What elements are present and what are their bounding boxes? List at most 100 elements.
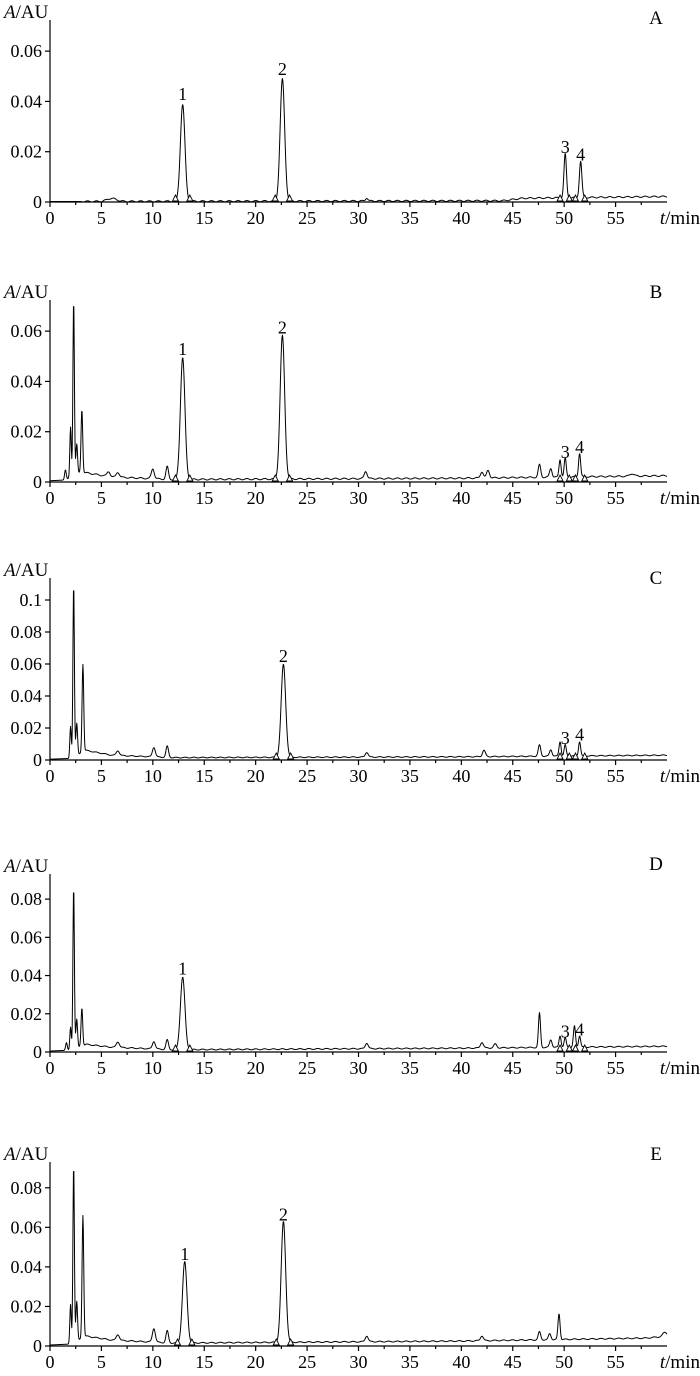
integration-marker [272, 1337, 280, 1346]
x-tick-label: 30 [350, 488, 368, 508]
x-tick-label: 0 [46, 488, 55, 508]
x-tick-label: 35 [401, 766, 419, 786]
x-axis-label-variable: t [660, 1058, 666, 1079]
x-tick-label: 30 [350, 1352, 368, 1372]
chromatogram-panel-c: 0 5 10 15 20 25 30 35 40 45 50 55 0 0.02 0.04 0.06 0.08 0… [2, 560, 700, 787]
integration-marker [565, 473, 574, 482]
x-tick-label: 40 [452, 488, 470, 508]
integration-marker [285, 473, 294, 482]
peak-label: 2 [278, 59, 287, 79]
integration-marker [571, 473, 580, 482]
y-axis-label-unit: /AU [16, 1144, 49, 1165]
panel-label: D [649, 854, 663, 875]
integration-marker [556, 193, 564, 202]
y-axis-label: A/AU [2, 282, 49, 303]
x-tick-label: 50 [555, 1058, 573, 1078]
peak-label: 2 [278, 318, 287, 338]
y-axis-label-unit: /AU [16, 856, 49, 877]
x-tick-label: 35 [401, 1058, 419, 1078]
y-axis-label: A/AU [2, 2, 49, 23]
x-axis-label-unit: /min [665, 488, 700, 509]
peak-label: 2 [279, 646, 288, 666]
x-axis-label-variable: t [660, 1352, 666, 1373]
x-tick-label: 5 [97, 208, 106, 228]
peak-label: 1 [178, 958, 187, 978]
x-tick-label: 5 [97, 1058, 106, 1078]
x-tick-label: 10 [144, 208, 162, 228]
y-tick-label: 0.08 [11, 622, 43, 642]
y-axis-label-variable: A [2, 560, 16, 581]
x-axis-label: t/min [660, 766, 700, 787]
y-axis-label: A/AU [2, 560, 49, 581]
x-tick-label: 50 [555, 208, 573, 228]
integration-marker [271, 193, 279, 202]
x-axis-label-unit: /min [665, 1352, 700, 1373]
y-tick-label: 0.02 [11, 142, 43, 162]
integration-marker [581, 473, 589, 482]
integration-marker [581, 193, 589, 202]
y-tick-label: 0.06 [11, 321, 43, 341]
x-tick-label: 45 [504, 208, 522, 228]
integration-marker [271, 473, 279, 482]
x-tick-label: 20 [247, 1352, 265, 1372]
y-tick-label: 0.02 [11, 718, 43, 738]
integration-marker [188, 1337, 196, 1346]
integration-marker [173, 1337, 182, 1346]
x-tick-label: 25 [298, 766, 316, 786]
x-tick-label: 20 [247, 766, 265, 786]
x-tick-label: 40 [452, 208, 470, 228]
y-axis-label-unit: /AU [16, 282, 49, 303]
integration-marker [171, 193, 180, 202]
peak-label: 1 [178, 84, 187, 104]
y-axis-label-unit: /AU [16, 2, 49, 23]
y-tick-label: 0.04 [11, 91, 43, 111]
y-tick-label: 0.08 [11, 1178, 43, 1198]
panel-label: E [650, 1144, 662, 1165]
peak-label: 2 [279, 1204, 288, 1224]
integration-marker [556, 1043, 564, 1052]
x-tick-label: 20 [247, 1058, 265, 1078]
peak-label: 3 [561, 442, 570, 462]
x-tick-label: 20 [247, 488, 265, 508]
x-tick-label: 5 [97, 1352, 106, 1372]
chromatogram-panel-b: 0 5 10 15 20 25 30 35 40 45 50 55 0 0.02 0.04 0.06 A/AU t… [2, 282, 700, 509]
integration-marker [285, 193, 294, 202]
integration-marker [286, 751, 295, 760]
integration-marker [565, 1043, 574, 1052]
x-tick-label: 25 [298, 488, 316, 508]
x-tick-label: 30 [350, 1058, 368, 1078]
integration-marker [186, 193, 194, 202]
y-tick-label: 0.06 [11, 1217, 43, 1237]
x-tick-label: 5 [97, 488, 106, 508]
x-tick-label: 55 [607, 1352, 625, 1372]
integration-marker [186, 473, 194, 482]
panel-label: A [649, 8, 663, 29]
x-tick-label: 10 [144, 1058, 162, 1078]
x-tick-label: 0 [46, 1058, 55, 1078]
integration-marker [571, 193, 580, 202]
peak-label: 4 [575, 725, 584, 745]
x-tick-label: 45 [504, 1058, 522, 1078]
integration-marker [571, 751, 580, 760]
x-tick-label: 55 [607, 488, 625, 508]
integration-marker [581, 1043, 589, 1052]
y-tick-label: 0.04 [11, 371, 43, 391]
y-tick-label: 0.06 [11, 41, 43, 61]
x-tick-label: 30 [350, 766, 368, 786]
chromatogram-panel-a: 0 5 10 15 20 25 30 35 40 45 50 55 0 0.02 0.04 0.06 A/AU t… [2, 2, 700, 229]
x-tick-label: 0 [46, 766, 55, 786]
y-tick-label: 0.04 [11, 1257, 43, 1277]
x-tick-label: 50 [555, 766, 573, 786]
x-tick-label: 10 [144, 1352, 162, 1372]
y-tick-label: 0.06 [11, 654, 43, 674]
y-axis-label-variable: A [2, 282, 16, 303]
x-tick-label: 40 [452, 1058, 470, 1078]
integration-marker [565, 751, 574, 760]
x-tick-label: 40 [452, 766, 470, 786]
x-axis-label: t/min [660, 1058, 700, 1079]
peak-label: 3 [561, 1021, 570, 1041]
integration-marker [571, 1043, 580, 1052]
x-tick-label: 10 [144, 488, 162, 508]
y-axis-label-variable: A [2, 2, 16, 23]
x-tick-label: 45 [504, 1352, 522, 1372]
